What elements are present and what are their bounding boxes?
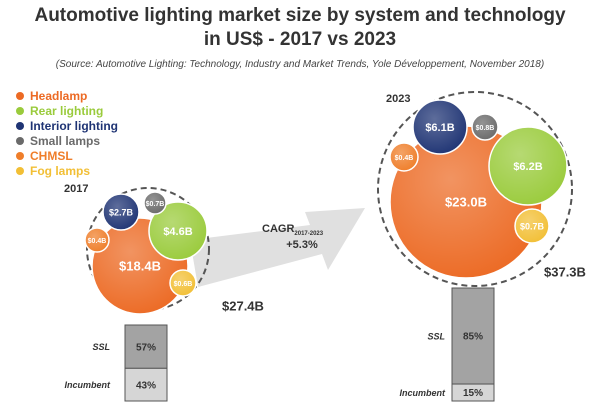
legend-label-interior-lighting: Interior lighting [30, 119, 118, 133]
tech-bar-name-incumbent-2023: Incumbent [399, 388, 446, 398]
bubble-shine-rear-lighting-2023 [489, 127, 567, 205]
tech-bar-value-incumbent-2023: 15% [463, 388, 483, 399]
bubble-label-interior-lighting-2023: $6.1B [425, 122, 454, 134]
cagr-value: +5.3% [286, 239, 318, 251]
tech-bar-name-ssl-2017: SSL [92, 342, 110, 352]
tech-bar-name-ssl-2023: SSL [427, 331, 445, 341]
legend-label-rear-lighting: Rear lighting [30, 104, 103, 118]
bubble-shine-fog-lamps-2017 [170, 270, 196, 296]
bubble-label-fog-lamps-2017: $0.6B [174, 281, 193, 288]
bubble-label-headlamp-2023: $23.0B [445, 194, 487, 209]
bubble-shine-interior-lighting-2017 [103, 194, 139, 230]
tech-bar-name-incumbent-2017: Incumbent [64, 380, 111, 390]
legend-dot-interior-lighting [16, 122, 24, 130]
legend-dot-headlamp [16, 92, 24, 100]
legend-dot-rear-lighting [16, 107, 24, 115]
bubble-shine-small-lamps-2017 [144, 192, 166, 214]
bubble-shine-interior-lighting-2023 [413, 100, 467, 154]
legend-label-headlamp: Headlamp [30, 89, 87, 103]
bubble-label-chmsl-2023: $0.4B [395, 155, 414, 162]
legend-label-fog-lamps: Fog lamps [30, 164, 90, 178]
chart-title-line2: in US$ - 2017 vs 2023 [203, 29, 397, 50]
bubble-shine-chmsl-2017 [85, 228, 109, 252]
tech-bar-value-incumbent-2017: 43% [136, 380, 156, 391]
bubble-shine-fog-lamps-2023 [515, 209, 549, 243]
legend-label-chmsl: CHMSL [30, 149, 73, 163]
bubble-label-rear-lighting-2023: $6.2B [513, 161, 542, 173]
bubble-label-headlamp-2017: $18.4B [119, 258, 161, 273]
total-label-2023: $37.3B [544, 264, 586, 279]
year-label-2023: 2023 [386, 93, 410, 105]
chart-source: (Source: Automotive Lighting: Technology… [55, 59, 545, 70]
chart-title-line1: Automotive lighting market size by syste… [34, 5, 566, 26]
tech-bar-value-ssl-2023: 85% [463, 332, 483, 343]
bubble-label-fog-lamps-2023: $0.7B [520, 221, 545, 231]
tech-bar-value-ssl-2017: 57% [136, 342, 156, 353]
market-boundary-2023 [377, 91, 573, 287]
legend-dot-chmsl [16, 152, 24, 160]
bubble-label-rear-lighting-2017: $4.6B [163, 226, 192, 238]
year-label-2017: 2017 [64, 183, 88, 195]
bubble-label-small-lamps-2017: $0.7B [146, 201, 165, 208]
legend-dot-small-lamps [16, 137, 24, 145]
bubble-shine-rear-lighting-2017 [149, 202, 207, 260]
bubble-label-chmsl-2017: $0.4B [88, 238, 107, 245]
tech-bar-ssl-2023 [451, 287, 495, 385]
cagr-arrow [190, 208, 365, 287]
legend-dot-fog-lamps [16, 167, 24, 175]
tech-bar-incumbent-2017 [124, 367, 168, 402]
legend-label-small-lamps: Small lamps [30, 134, 100, 148]
bubble-shine-small-lamps-2023 [472, 114, 498, 140]
total-label-2017: $27.4B [222, 298, 264, 313]
tech-bar-incumbent-2023 [451, 383, 495, 402]
bubble-label-small-lamps-2023: $0.8B [476, 125, 495, 132]
bubble-shine-chmsl-2023 [390, 143, 418, 171]
bubble-label-interior-lighting-2017: $2.7B [109, 207, 134, 217]
